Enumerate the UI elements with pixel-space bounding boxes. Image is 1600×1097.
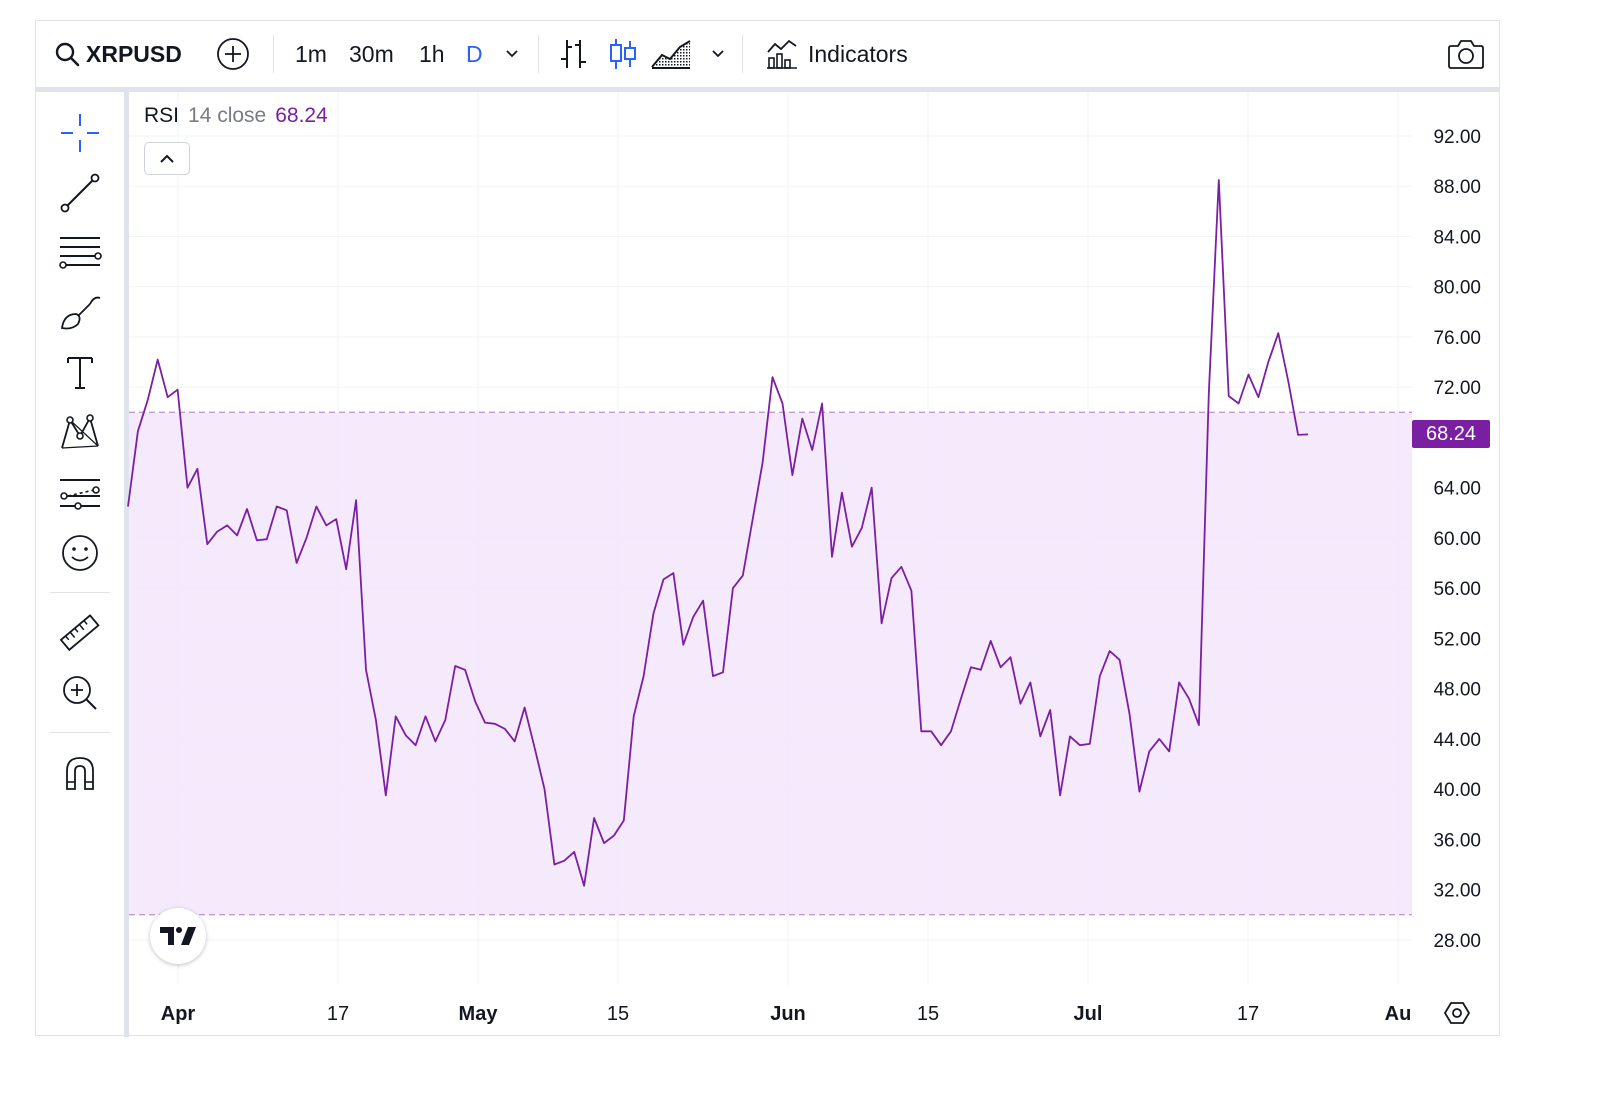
symbol-search[interactable]: XRPUSD [54,21,182,87]
last-value-badge: 68.24 [1412,420,1490,448]
bar-chart-button[interactable] [558,21,590,87]
snapshot-button[interactable] [1447,21,1485,87]
add-compare-button[interactable] [216,21,250,87]
candlestick-icon [608,37,638,71]
y-tick-label: 52.00 [1433,629,1481,650]
add-compare-icon [216,37,250,71]
rsi-band-fill [129,412,1412,915]
area-chart-button[interactable] [650,21,692,87]
brush-tool[interactable] [56,289,104,337]
fib-levels-icon [58,232,102,274]
y-tick-label: 40.00 [1433,780,1481,801]
legend-name: RSI [144,104,180,127]
drawing-toolbar [36,92,129,1037]
pattern-icon [58,412,102,454]
x-tick-label: Au [1385,1003,1412,1025]
y-tick-label: 60.00 [1433,529,1481,550]
indicators-button[interactable]: Indicators [766,21,908,87]
text-icon [59,352,101,394]
y-tick-label: 84.00 [1433,227,1481,248]
y-tick-label: 80.00 [1433,278,1481,299]
interval-1m[interactable]: 1m [295,40,327,67]
gear-icon [1444,1000,1470,1026]
chevron-down-icon [708,44,728,64]
x-tick-label: 17 [1237,1003,1259,1025]
x-tick-label: May [459,1003,499,1025]
legend-value: 68.24 [275,104,328,127]
search-icon [54,41,80,67]
camera-icon [1447,38,1485,70]
y-tick-label: 88.00 [1433,177,1481,198]
x-tick-label: Jun [770,1003,806,1025]
chart-type-dropdown[interactable] [708,21,728,87]
area-chart-icon [650,37,692,71]
symbol-label: XRPUSD [86,40,182,67]
y-axis[interactable]: 92.00 88.00 84.00 80.00 76.00 72.00 64.00 60.00… [1433,127,1481,952]
interval-dropdown[interactable] [502,21,522,87]
y-tick-label: 32.00 [1433,881,1481,902]
y-tick-label: 56.00 [1433,579,1481,600]
chevron-up-icon [158,152,176,166]
tradingview-logo[interactable] [150,908,206,964]
pattern-tool[interactable] [56,409,104,457]
y-tick-label: 64.00 [1433,479,1481,500]
indicators-label: Indicators [808,40,908,67]
y-tick-label: 72.00 [1433,378,1481,399]
tradingview-logo-icon [159,925,197,947]
interval-1h[interactable]: 1h [419,40,445,67]
indicator-legend[interactable]: RSI 14 close 68.24 [144,104,328,128]
interval-d[interactable]: D [466,40,483,67]
indicators-icon [766,38,798,70]
zoom-tool[interactable] [56,669,104,717]
crosshair-tool[interactable] [56,109,104,157]
trend-line-tool[interactable] [56,169,104,217]
x-axis[interactable]: Apr 17 May 15 Jun 15 Jul 17 Au [161,1003,1412,1025]
bar-chart-icon [558,37,590,71]
ruler-icon [58,611,102,655]
ruler-tool[interactable] [56,609,104,657]
emoji-icon [59,532,101,574]
y-tick-label: 92.00 [1433,127,1481,148]
forecast-icon [58,472,102,514]
collapse-legend-button[interactable] [144,142,190,175]
interval-30m[interactable]: 30m [349,40,394,67]
y-tick-label: 76.00 [1433,328,1481,349]
candlestick-button[interactable] [608,21,638,87]
y-tick-label: 28.00 [1433,931,1481,952]
magnet-tool[interactable] [56,750,104,798]
top-toolbar: XRPUSD 1m 30m 1h D [36,21,1499,92]
x-tick-label: Apr [161,1003,196,1025]
emoji-tool[interactable] [56,529,104,577]
magnet-icon [59,753,101,795]
y-tick-label: 44.00 [1433,730,1481,751]
y-tick-label: 48.00 [1433,680,1481,701]
fib-levels-tool[interactable] [56,229,104,277]
y-tick-label: 36.00 [1433,830,1481,851]
zoom-in-icon [59,672,101,714]
text-tool[interactable] [56,349,104,397]
axis-settings-button[interactable] [1442,998,1472,1028]
x-tick-label: 15 [607,1003,629,1025]
brush-icon [58,292,102,334]
x-tick-label: 15 [917,1003,939,1025]
chevron-down-icon [502,44,522,64]
x-tick-label: 17 [327,1003,349,1025]
trend-line-icon [59,172,101,214]
forecast-tool[interactable] [56,469,104,517]
legend-params: 14 close [188,104,267,127]
rsi-series-line [127,179,1309,887]
crosshair-icon [59,112,101,154]
x-tick-label: Jul [1074,1003,1103,1025]
